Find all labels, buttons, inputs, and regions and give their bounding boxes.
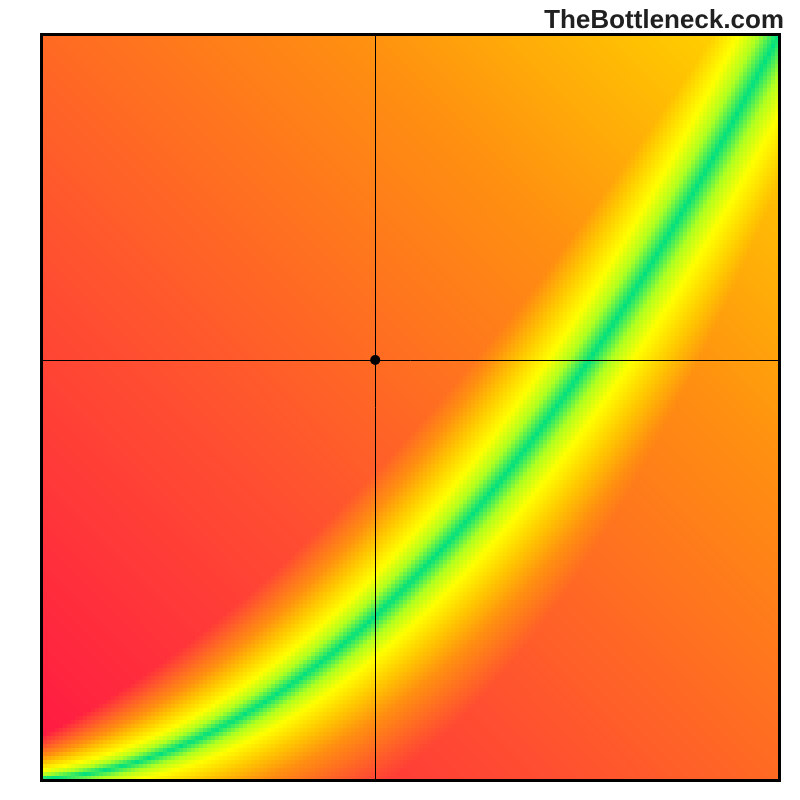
chart-container: TheBottleneck.com — [0, 0, 800, 800]
bottleneck-heatmap — [0, 0, 800, 800]
watermark-label: TheBottleneck.com — [544, 4, 784, 35]
